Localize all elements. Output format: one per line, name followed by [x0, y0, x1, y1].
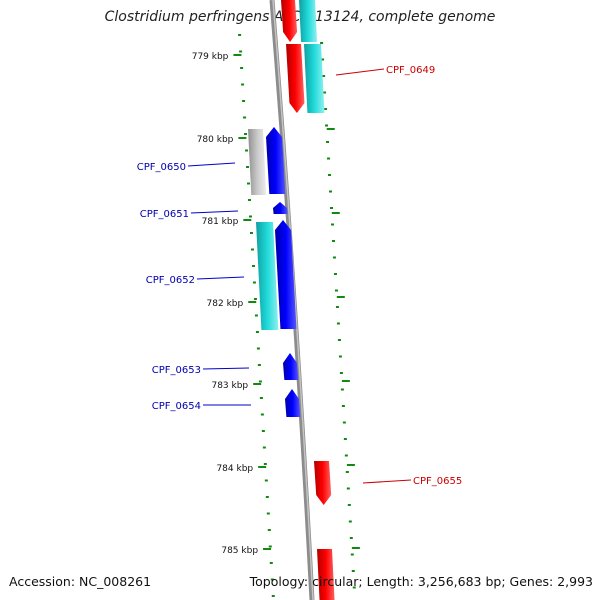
rna-feature: [256, 222, 279, 330]
gene-label-line: [362, 479, 412, 484]
scale-label: 784 kbp: [216, 464, 253, 474]
gene-label-line: [190, 210, 239, 214]
reverse-gene-feature: [314, 461, 332, 505]
forward-gene-feature: [273, 202, 288, 214]
topology-text: Topology: circular; Length: 3,256,683 bp…: [249, 574, 593, 589]
rna-feature: [299, 0, 318, 42]
reverse-gene-feature: [317, 549, 335, 600]
gene-label-cpf_0650: CPF_0650: [137, 162, 186, 173]
pseudo-gene-feature: [248, 129, 267, 195]
gene-label-cpf_0654: CPF_0654: [152, 401, 201, 412]
reverse-gene-feature: [281, 0, 298, 42]
scale-label: 782 kbp: [207, 299, 244, 309]
reverse-gene-feature: [286, 44, 305, 113]
scale-label: 779 kbp: [192, 52, 229, 62]
gene-label-line: [202, 367, 250, 370]
forward-gene-feature: [283, 353, 299, 380]
gene-label-cpf_0652: CPF_0652: [146, 275, 195, 286]
scale-label: 780 kbp: [197, 135, 234, 145]
scale-label: 783 kbp: [211, 381, 248, 391]
accession-text: Accession: NC_008261: [9, 574, 152, 589]
gene-label-cpf_0649: CPF_0649: [386, 65, 435, 76]
forward-gene-feature: [275, 220, 297, 329]
scale-label: 785 kbp: [221, 546, 258, 556]
gene-label-line: [187, 162, 236, 167]
gene-label-cpf_0655: CPF_0655: [413, 476, 462, 487]
genome-backbone-highlight: [272, 0, 314, 600]
scale-label: 781 kbp: [202, 217, 239, 227]
gene-label-cpf_0653: CPF_0653: [152, 365, 201, 376]
forward-gene-feature: [285, 389, 301, 417]
gene-label-line: [196, 276, 245, 280]
rna-feature: [304, 44, 325, 113]
gene-label-line: [335, 68, 385, 76]
forward-gene-feature: [266, 127, 286, 194]
gene-label-cpf_0651: CPF_0651: [140, 209, 189, 220]
